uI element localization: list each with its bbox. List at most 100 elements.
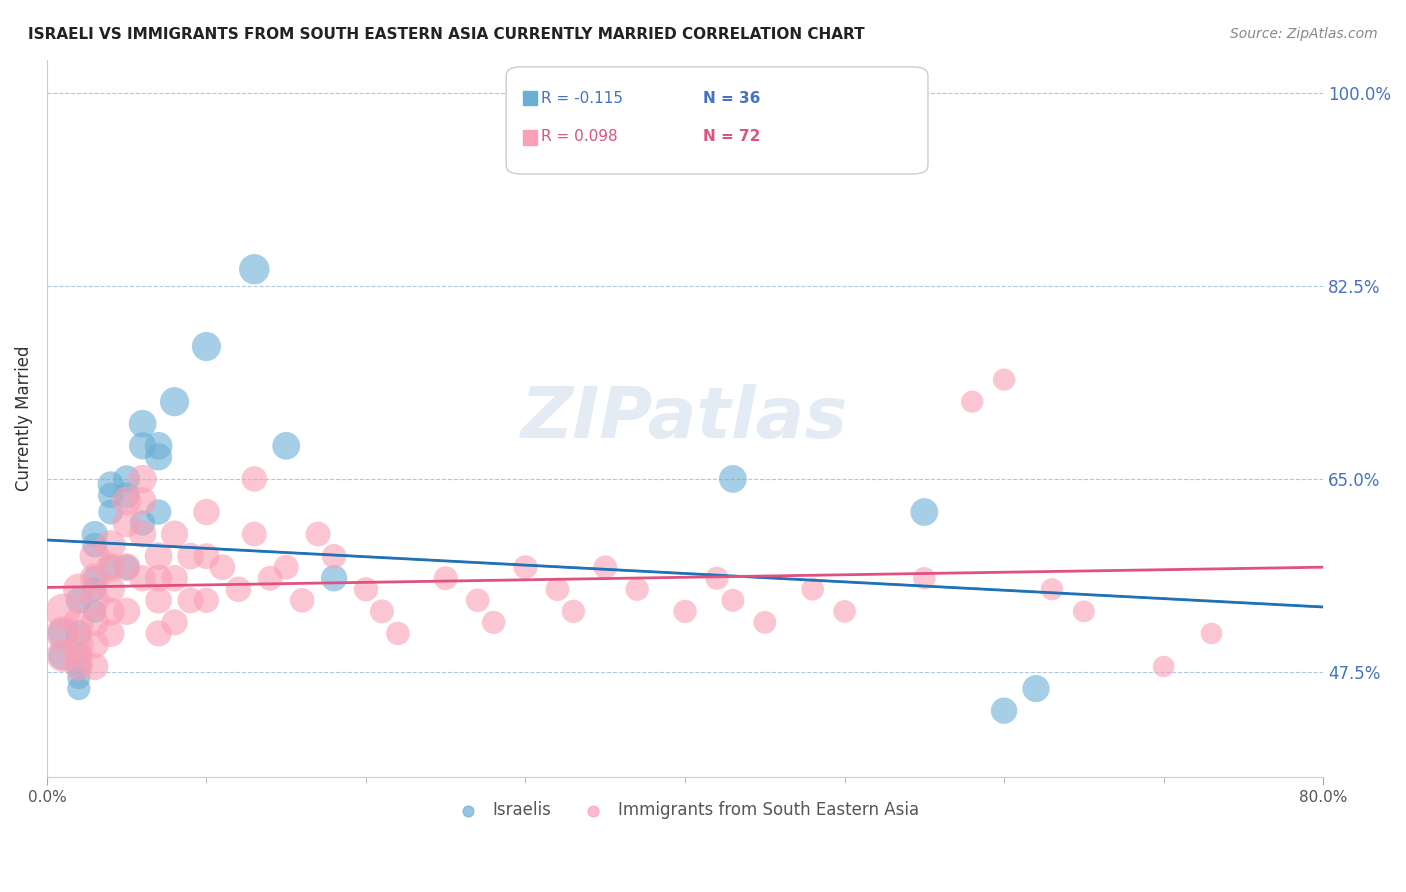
Point (626, 582, 648, 597)
Point (179, 593, 201, 607)
Point (115, 560, 138, 574)
Point (148, 439, 170, 453)
Point (1040, 582, 1063, 597)
Point (706, 571, 728, 585)
Text: R = 0.098: R = 0.098 (541, 129, 617, 144)
Point (195, 339, 218, 353)
Point (67, 659, 90, 673)
Point (163, 615, 186, 630)
Point (67, 626, 90, 640)
Point (228, 582, 250, 597)
Point (52, 648, 75, 663)
Point (148, 626, 170, 640)
Point (83, 538, 105, 552)
Point (115, 560, 138, 574)
Point (307, 527, 329, 541)
Point (83, 637, 105, 651)
Point (163, 527, 186, 541)
Point (993, 373, 1015, 387)
Point (67, 671, 90, 685)
Text: N = 36: N = 36 (703, 91, 761, 105)
Point (115, 516, 138, 530)
Point (243, 527, 266, 541)
Point (131, 494, 153, 508)
Point (67, 615, 90, 630)
Point (243, 472, 266, 486)
Point (83, 571, 105, 585)
Point (83, 659, 105, 673)
Point (148, 593, 170, 607)
Point (259, 571, 281, 585)
Point (83, 571, 105, 585)
Y-axis label: Currently Married: Currently Married (15, 345, 32, 491)
Point (100, 538, 122, 552)
Point (67, 648, 90, 663)
Point (721, 472, 744, 486)
Point (163, 394, 186, 409)
Point (52, 604, 75, 618)
Point (323, 571, 346, 585)
Point (179, 549, 201, 564)
Point (211, 560, 233, 574)
Point (467, 593, 489, 607)
Point (562, 604, 585, 618)
Point (131, 417, 153, 431)
Point (195, 505, 218, 519)
Point (115, 472, 138, 486)
Point (1153, 659, 1175, 673)
Point (83, 604, 105, 618)
Point (83, 527, 105, 541)
Legend: Israelis, Immigrants from South Eastern Asia: Israelis, Immigrants from South Eastern … (444, 795, 925, 826)
Point (195, 593, 218, 607)
Point (100, 626, 122, 640)
Point (100, 604, 122, 618)
Point (276, 560, 298, 574)
Point (834, 604, 856, 618)
Text: N = 72: N = 72 (703, 129, 761, 144)
Text: ZIPatlas: ZIPatlas (522, 384, 849, 453)
Point (243, 262, 266, 277)
Point (83, 593, 105, 607)
Point (1201, 626, 1223, 640)
Point (801, 582, 824, 597)
Point (131, 472, 153, 486)
Point (163, 571, 186, 585)
Point (67, 648, 90, 663)
Text: Source: ZipAtlas.com: Source: ZipAtlas.com (1230, 27, 1378, 41)
Point (67, 681, 90, 696)
Point (515, 560, 537, 574)
Point (960, 394, 983, 409)
Point (673, 604, 696, 618)
Point (131, 571, 153, 585)
Point (100, 488, 122, 502)
Point (52, 626, 75, 640)
Point (195, 549, 218, 564)
Point (276, 439, 298, 453)
Point (115, 488, 138, 502)
Point (148, 571, 170, 585)
Point (387, 626, 409, 640)
Point (912, 571, 935, 585)
Point (721, 593, 744, 607)
Point (100, 582, 122, 597)
Point (67, 659, 90, 673)
Point (291, 858, 314, 872)
Point (148, 505, 170, 519)
Point (323, 549, 346, 564)
Point (52, 626, 75, 640)
Point (100, 560, 122, 574)
Point (115, 494, 138, 508)
Point (148, 450, 170, 464)
Point (546, 582, 568, 597)
Point (754, 615, 776, 630)
Point (912, 505, 935, 519)
Point (83, 549, 105, 564)
Point (83, 582, 105, 597)
Point (115, 604, 138, 618)
Point (83, 615, 105, 630)
Point (1025, 681, 1047, 696)
Point (100, 560, 122, 574)
Point (67, 582, 90, 597)
Point (100, 477, 122, 491)
Point (131, 516, 153, 530)
